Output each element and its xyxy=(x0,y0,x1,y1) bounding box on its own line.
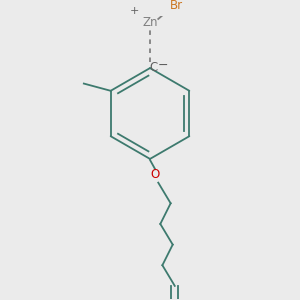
Text: Br: Br xyxy=(170,0,183,12)
Text: Zn: Zn xyxy=(142,16,158,29)
Text: C: C xyxy=(149,61,157,74)
Text: O: O xyxy=(151,168,160,181)
Text: −: − xyxy=(158,58,169,71)
Text: +: + xyxy=(130,6,139,16)
